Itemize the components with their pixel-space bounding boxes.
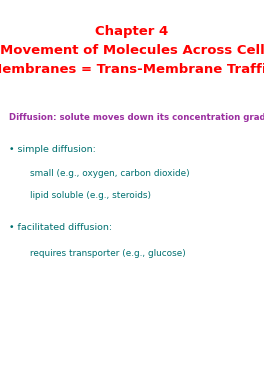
Text: Movement of Molecules Across Cell: Movement of Molecules Across Cell: [0, 44, 264, 57]
Text: • facilitated diffusion:: • facilitated diffusion:: [9, 223, 112, 232]
Text: small (e.g., oxygen, carbon dioxide): small (e.g., oxygen, carbon dioxide): [30, 169, 190, 178]
Text: requires transporter (e.g., glucose): requires transporter (e.g., glucose): [30, 249, 186, 258]
Text: Membranes = Trans-Membrane Traffic: Membranes = Trans-Membrane Traffic: [0, 63, 264, 75]
Text: lipid soluble (e.g., steroids): lipid soluble (e.g., steroids): [30, 191, 151, 200]
Text: Chapter 4: Chapter 4: [95, 25, 169, 38]
Text: • simple diffusion:: • simple diffusion:: [9, 145, 96, 154]
Text: Diffusion: solute moves down its concentration gradient:: Diffusion: solute moves down its concent…: [9, 113, 264, 122]
